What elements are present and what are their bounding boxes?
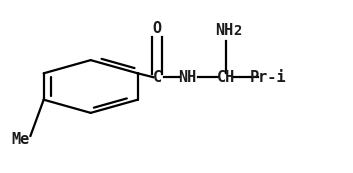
Text: O: O [153,21,162,36]
Text: NH: NH [178,70,196,85]
Text: NH: NH [215,23,233,38]
Text: CH: CH [216,70,235,85]
Text: Pr-i: Pr-i [249,70,286,85]
Text: C: C [153,70,162,85]
Text: 2: 2 [234,24,242,38]
Text: Me: Me [12,132,30,147]
